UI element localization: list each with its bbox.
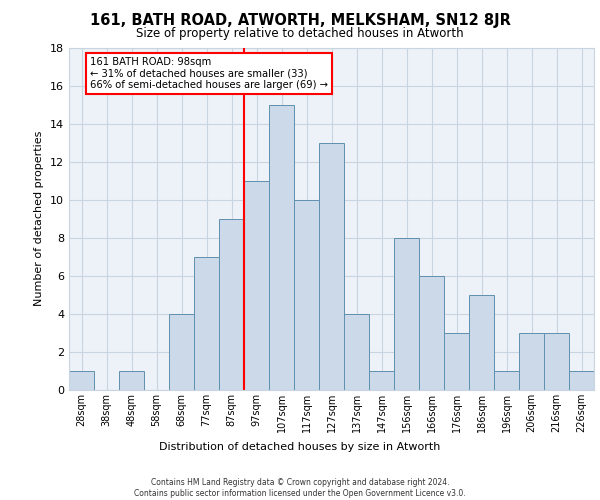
Bar: [494, 371, 519, 390]
Text: Size of property relative to detached houses in Atworth: Size of property relative to detached ho…: [136, 28, 464, 40]
Y-axis label: Number of detached properties: Number of detached properties: [34, 131, 44, 306]
Bar: [369, 371, 394, 390]
Bar: [544, 333, 569, 390]
Bar: [469, 295, 494, 390]
Bar: [244, 180, 269, 390]
Bar: [119, 371, 144, 390]
Bar: [419, 276, 444, 390]
Text: Contains HM Land Registry data © Crown copyright and database right 2024.
Contai: Contains HM Land Registry data © Crown c…: [134, 478, 466, 498]
Bar: [169, 314, 194, 390]
Bar: [194, 257, 219, 390]
Bar: [294, 200, 319, 390]
Text: 161 BATH ROAD: 98sqm
← 31% of detached houses are smaller (33)
66% of semi-detac: 161 BATH ROAD: 98sqm ← 31% of detached h…: [90, 57, 328, 90]
Bar: [519, 333, 544, 390]
Bar: [269, 104, 294, 390]
Text: 161, BATH ROAD, ATWORTH, MELKSHAM, SN12 8JR: 161, BATH ROAD, ATWORTH, MELKSHAM, SN12 …: [89, 12, 511, 28]
Bar: [69, 371, 94, 390]
Bar: [394, 238, 419, 390]
Bar: [444, 333, 469, 390]
Text: Distribution of detached houses by size in Atworth: Distribution of detached houses by size …: [160, 442, 440, 452]
Bar: [219, 219, 244, 390]
Bar: [569, 371, 594, 390]
Bar: [344, 314, 369, 390]
Bar: [319, 142, 344, 390]
